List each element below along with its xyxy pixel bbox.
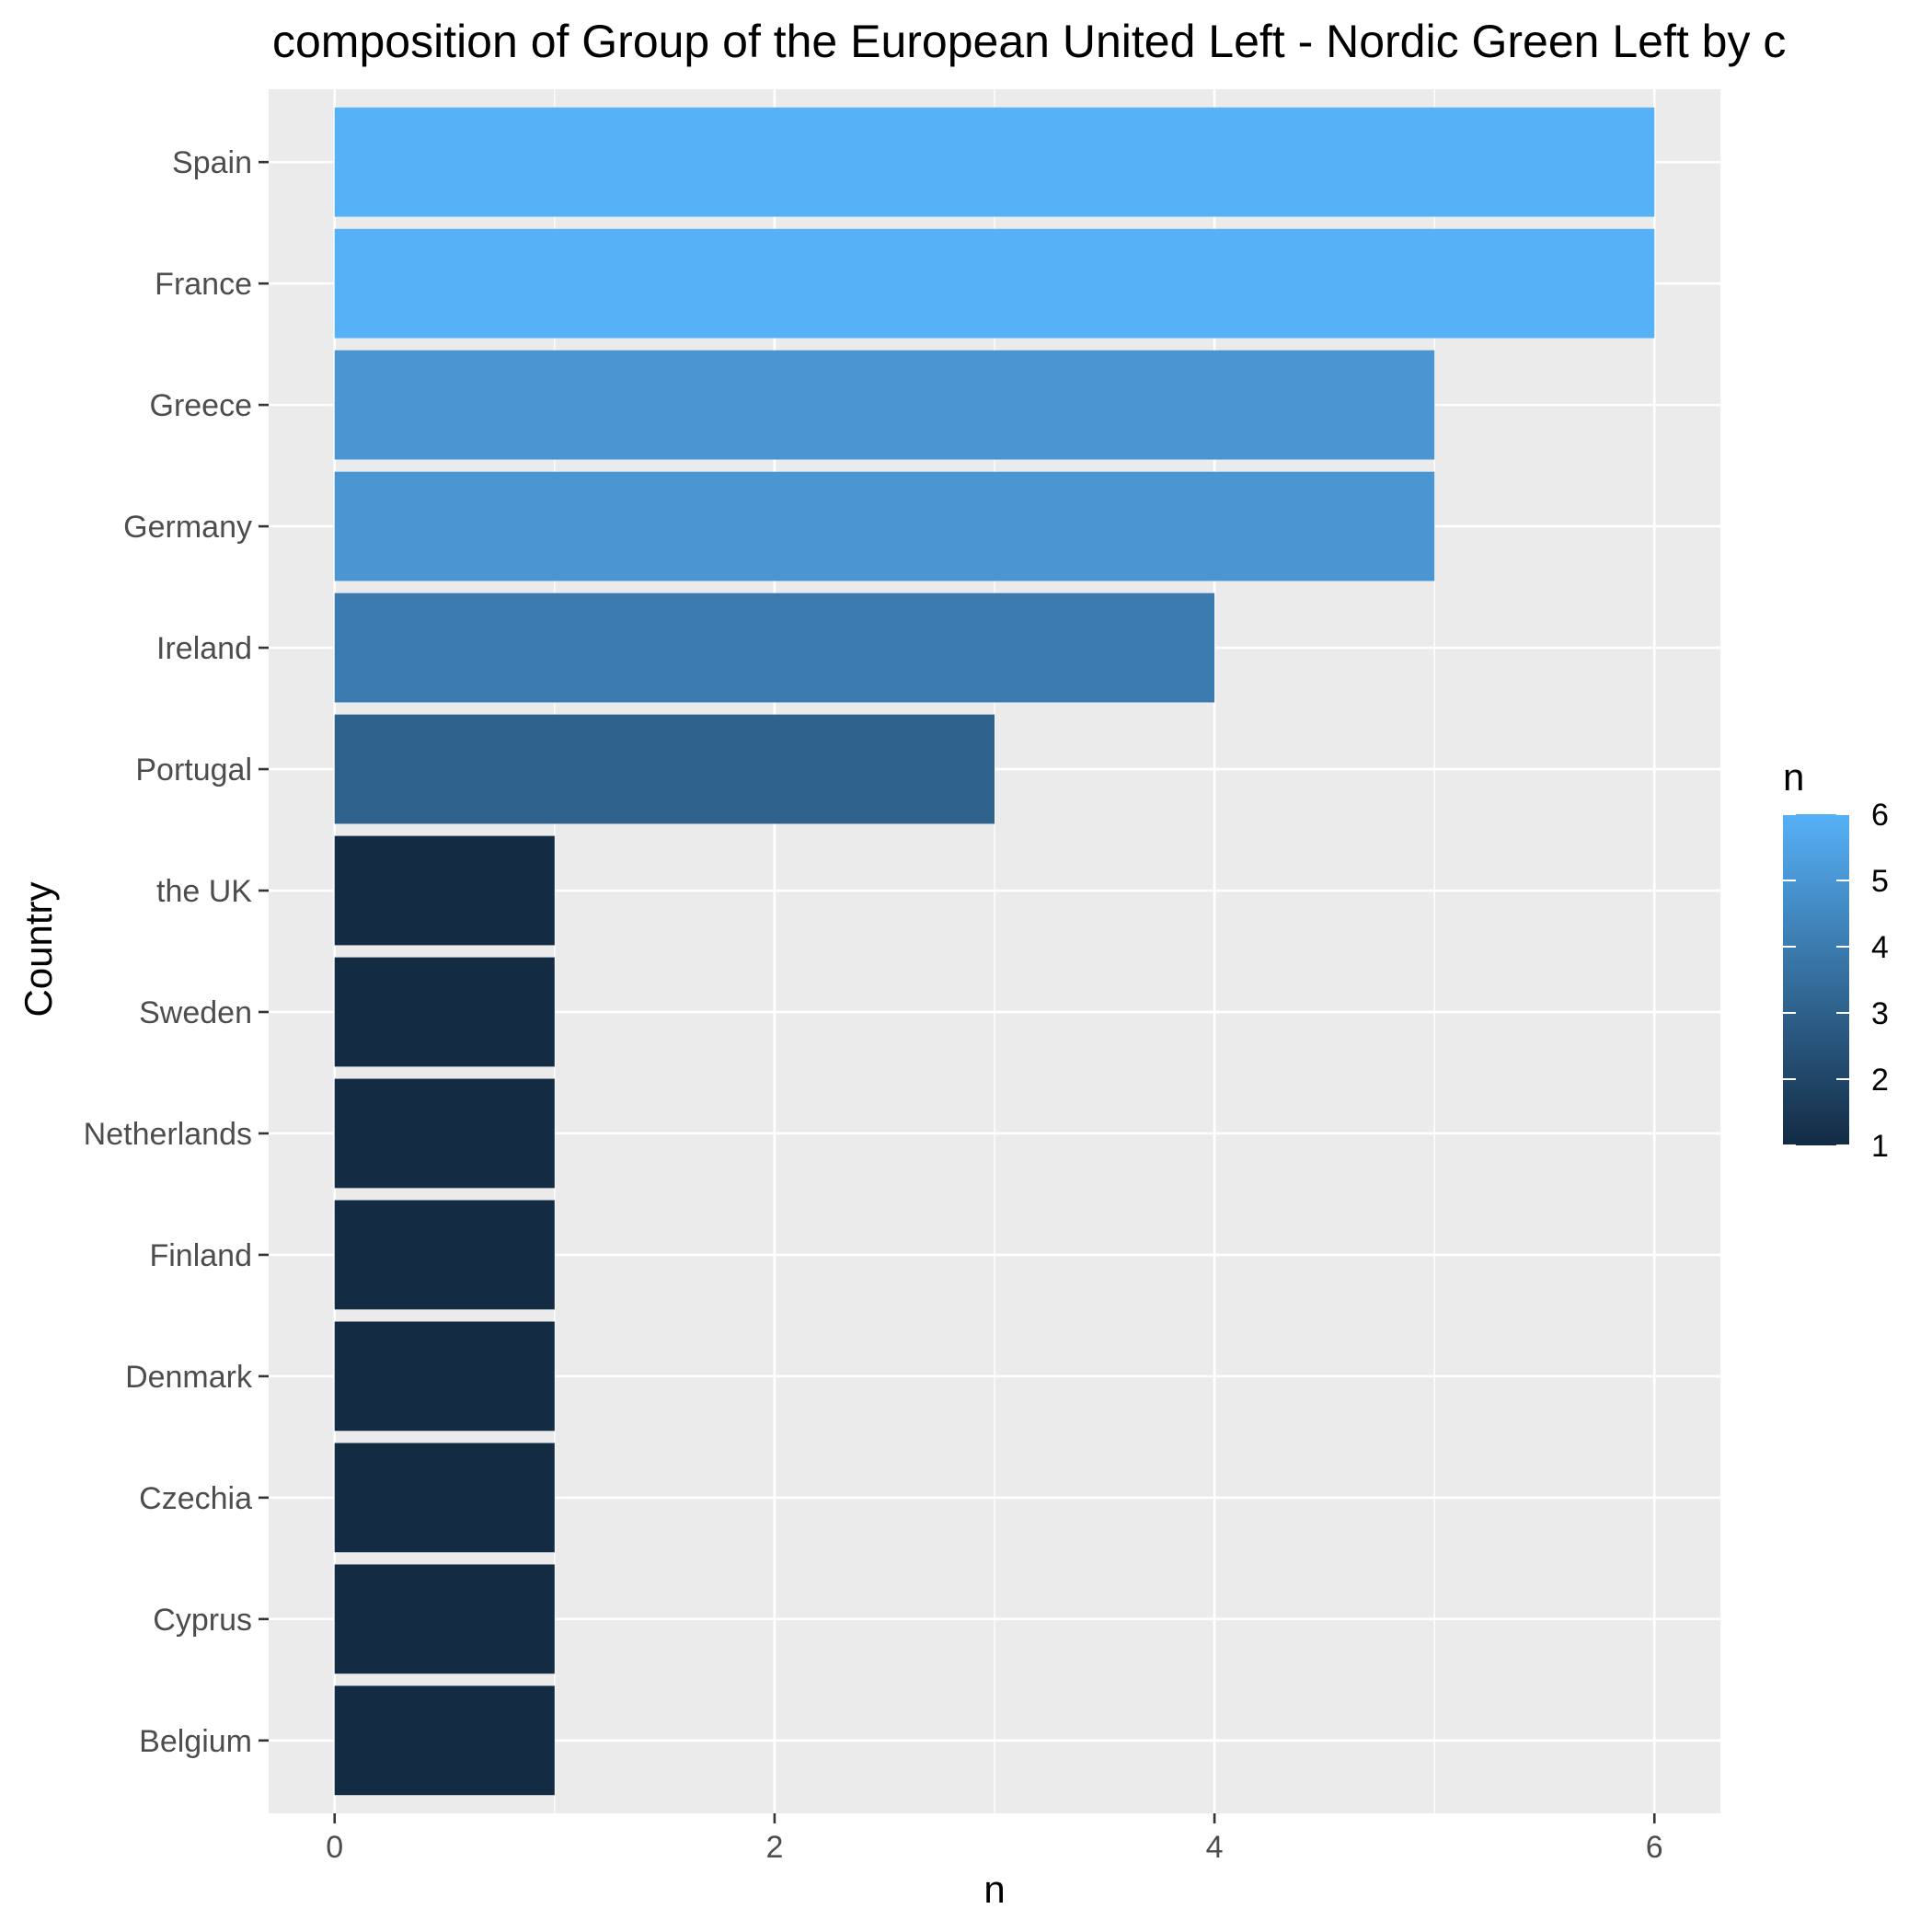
colorbar-legend: n 1 2 3 4 5 6 bbox=[1783, 755, 1889, 1164]
y-tick-label: Cyprus bbox=[153, 1603, 252, 1638]
colorbar-ticks: 1 2 3 4 5 6 bbox=[1783, 798, 1889, 1164]
y-tick-label: Spain bbox=[172, 145, 252, 180]
y-tick-label: Ireland bbox=[156, 631, 252, 666]
bar-belgium bbox=[334, 1685, 555, 1796]
y-tick-label: Sweden bbox=[139, 995, 252, 1030]
bar-finland bbox=[334, 1200, 555, 1310]
bar-france bbox=[334, 228, 1655, 339]
y-tick-label: Denmark bbox=[125, 1360, 253, 1395]
x-tick-label: 6 bbox=[1646, 1830, 1663, 1865]
x-tick-label: 4 bbox=[1206, 1830, 1224, 1865]
bar-spain bbox=[334, 107, 1655, 217]
bar-the-uk bbox=[334, 835, 555, 946]
y-tick-label: Portugal bbox=[135, 753, 252, 788]
bar-cyprus bbox=[334, 1564, 555, 1674]
bar-portugal bbox=[334, 714, 995, 824]
y-axis-title: Country bbox=[17, 881, 60, 1017]
colorbar-tick-label: 5 bbox=[1871, 864, 1889, 899]
bar-netherlands bbox=[334, 1078, 555, 1189]
y-tick-label: the UK bbox=[156, 874, 252, 909]
colorbar-tick-label: 3 bbox=[1871, 996, 1889, 1031]
bar-greece bbox=[334, 350, 1435, 460]
colorbar-tick-label: 2 bbox=[1871, 1063, 1889, 1098]
colorbar-tick-label: 6 bbox=[1871, 798, 1889, 833]
y-tick-label: Greece bbox=[150, 388, 253, 423]
colorbar-tick-label: 4 bbox=[1871, 930, 1889, 965]
legend-title: n bbox=[1783, 755, 1804, 799]
chart-title: composition of Group of the European Uni… bbox=[272, 16, 1786, 67]
bar-ireland bbox=[334, 592, 1215, 703]
y-tick-label: Finland bbox=[149, 1238, 252, 1273]
y-tick-label: Netherlands bbox=[84, 1117, 252, 1152]
bars bbox=[334, 107, 1655, 1796]
bar-germany bbox=[334, 471, 1435, 581]
y-tick-label: Czechia bbox=[139, 1481, 252, 1516]
y-tick-label: Belgium bbox=[139, 1724, 252, 1759]
x-axis-title: n bbox=[983, 1868, 1005, 1911]
bar-denmark bbox=[334, 1321, 555, 1432]
y-tick-label: France bbox=[155, 267, 252, 302]
colorbar-tick-label: 1 bbox=[1871, 1129, 1889, 1164]
bar-czechia bbox=[334, 1443, 555, 1553]
bar-sweden bbox=[334, 957, 555, 1067]
y-axis: Spain France Greece Germany Ireland Portugal t… bbox=[84, 145, 269, 1759]
y-tick-label: Germany bbox=[123, 510, 252, 545]
x-tick-label: 2 bbox=[765, 1830, 783, 1865]
x-axis: 0 2 4 6 bbox=[326, 1813, 1663, 1865]
colorbar bbox=[1783, 814, 1849, 1145]
x-tick-label: 0 bbox=[326, 1830, 343, 1865]
